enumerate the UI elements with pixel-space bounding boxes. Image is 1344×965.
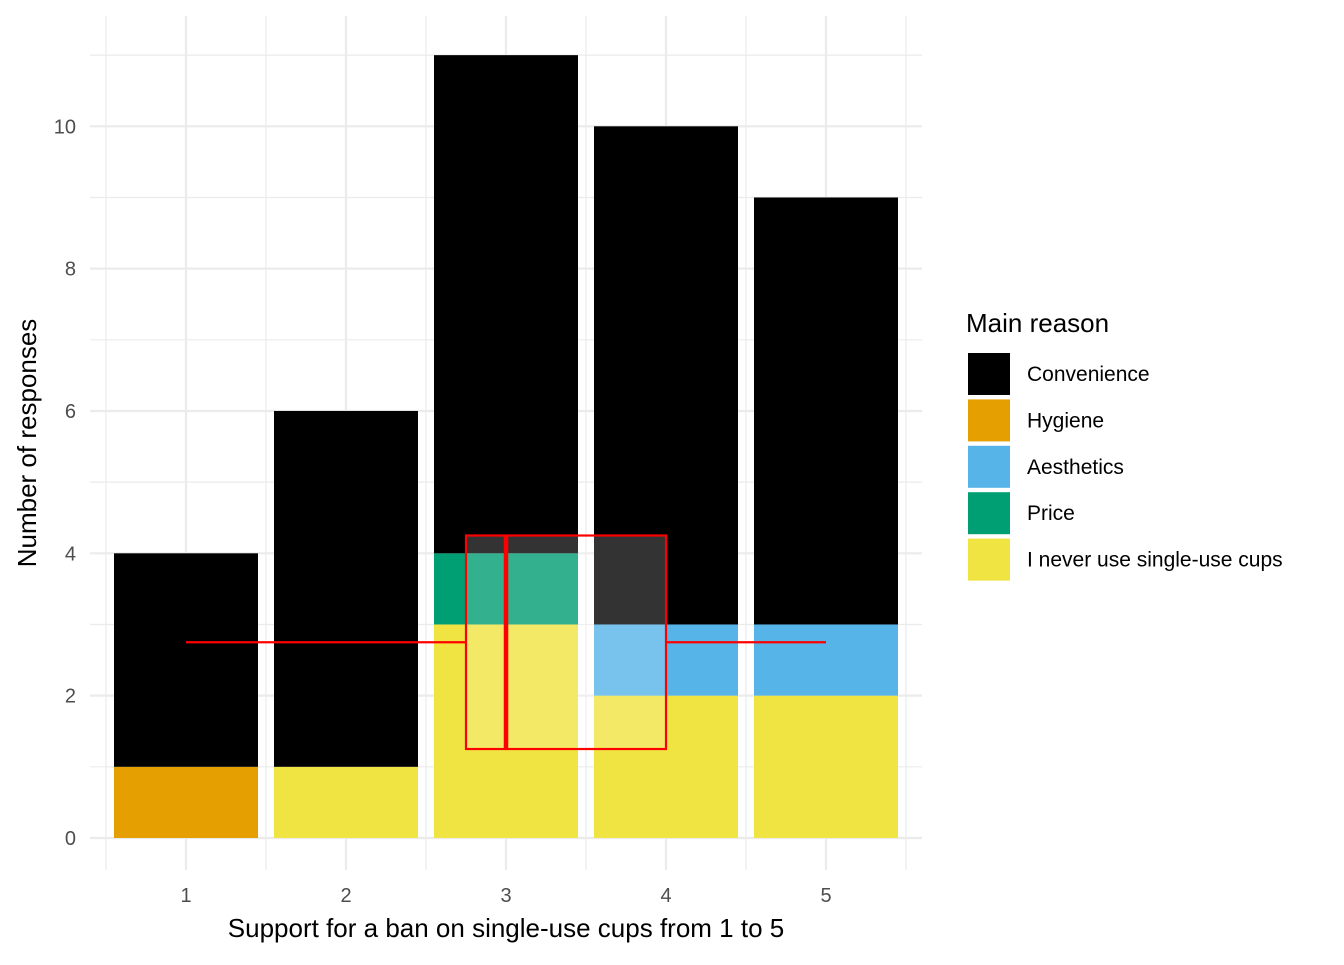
- legend-key-hygiene: [968, 399, 1010, 442]
- bar-segment-convenience-2: [274, 410, 418, 767]
- legend-label: Hygiene: [1027, 409, 1104, 432]
- legend-key-i-never-use-single-use-cups: [968, 538, 1010, 581]
- x-tick-label: 5: [820, 885, 831, 907]
- x-axis-title: Support for a ban on single-use cups fro…: [228, 913, 784, 943]
- bar-segment-i-never-use-single-use-cups-5: [754, 695, 898, 838]
- bar-segment-convenience-3: [434, 55, 578, 554]
- y-tick-label: 0: [65, 828, 76, 850]
- x-tick-label: 1: [180, 885, 191, 907]
- bar-segment-convenience-1: [114, 553, 258, 767]
- y-tick-label: 8: [65, 259, 76, 281]
- y-tick-label: 10: [54, 116, 76, 138]
- boxplot-overlay: [186, 534, 826, 751]
- bars: [114, 55, 898, 838]
- y-axis-title: Number of responses: [12, 319, 42, 568]
- legend-label: Convenience: [1027, 363, 1150, 386]
- y-tick-label: 4: [65, 543, 76, 565]
- bar-segment-hygiene-1: [114, 766, 258, 838]
- legend-title: Main reason: [966, 308, 1109, 338]
- legend-key-convenience: [968, 353, 1010, 395]
- x-tick-label: 3: [500, 885, 511, 907]
- bar-segment-aesthetics-5: [754, 624, 898, 696]
- legend-key-aesthetics: [968, 445, 1010, 488]
- bar-segment-convenience-5: [754, 197, 898, 625]
- x-tick-label: 4: [660, 885, 671, 907]
- legend-label: I never use single-use cups: [1027, 549, 1283, 572]
- legend-label: Price: [1027, 502, 1075, 525]
- legend-key-price: [968, 492, 1010, 535]
- bar-segment-i-never-use-single-use-cups-2: [274, 766, 418, 838]
- y-tick-label: 2: [65, 686, 76, 708]
- x-tick-label: 2: [340, 885, 351, 907]
- boxplot-box: [464, 534, 668, 751]
- legend: Main reason Convenience Hygiene Aesthetics…: [966, 308, 1283, 581]
- legend-label: Aesthetics: [1027, 456, 1124, 479]
- y-tick-label: 6: [65, 401, 76, 423]
